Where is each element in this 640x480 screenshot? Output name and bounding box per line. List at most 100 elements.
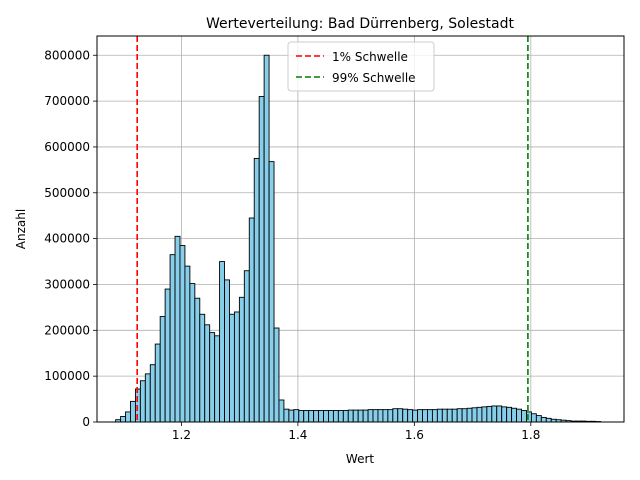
histogram-bar bbox=[347, 409, 354, 423]
histogram-bar bbox=[204, 324, 211, 423]
histogram-bar bbox=[194, 297, 201, 423]
histogram-bar bbox=[466, 407, 473, 423]
histogram-bar bbox=[535, 415, 542, 423]
histogram-bar bbox=[501, 406, 508, 423]
histogram-bar bbox=[476, 406, 483, 423]
chart-title: Werteverteilung: Bad Dürrenberg, Solesta… bbox=[206, 16, 514, 32]
histogram-bar bbox=[313, 410, 320, 423]
histogram-bar bbox=[402, 408, 409, 423]
histogram-bar bbox=[229, 313, 235, 423]
y-tick-label: 0 bbox=[82, 415, 90, 429]
histogram-bar bbox=[214, 335, 221, 423]
histogram-bar bbox=[159, 316, 166, 423]
histogram-bar bbox=[233, 311, 240, 423]
histogram-bar bbox=[530, 413, 537, 423]
histogram-bar bbox=[471, 407, 478, 423]
x-tick-label: 1.4 bbox=[288, 428, 307, 442]
histogram-bar bbox=[323, 410, 329, 423]
histogram-bar bbox=[328, 410, 334, 423]
histogram-bar bbox=[169, 254, 176, 423]
histogram-bar bbox=[243, 270, 250, 423]
histogram-bar bbox=[130, 400, 136, 423]
x-tick-label: 1.2 bbox=[172, 428, 191, 442]
histogram-bar bbox=[451, 408, 458, 423]
histogram-bar bbox=[268, 161, 275, 423]
x-tick-label: 1.6 bbox=[405, 428, 424, 442]
x-tick-label: 1.8 bbox=[521, 428, 540, 442]
histogram-bar bbox=[431, 409, 438, 423]
histogram-bar bbox=[417, 409, 423, 423]
histogram-bar bbox=[362, 409, 369, 423]
histogram-bar bbox=[506, 406, 513, 423]
histogram-bar bbox=[248, 217, 255, 423]
histogram-bar bbox=[545, 417, 552, 423]
y-axis-label: Anzahl bbox=[14, 209, 28, 249]
histogram-bar bbox=[174, 235, 181, 423]
histogram-bar bbox=[387, 409, 394, 423]
histogram-bar bbox=[184, 265, 191, 423]
histogram-bar bbox=[436, 408, 443, 423]
histogram-bar bbox=[372, 409, 379, 423]
histogram-bar bbox=[382, 409, 389, 423]
legend: 1% Schwelle 99% Schwelle bbox=[287, 41, 435, 92]
histogram-bar bbox=[154, 343, 161, 423]
histogram-bar bbox=[357, 409, 364, 423]
legend-label-1pct: 1% Schwelle bbox=[332, 50, 408, 64]
histogram-bar bbox=[253, 157, 260, 423]
histogram-bar bbox=[219, 261, 225, 423]
histogram-bar bbox=[496, 405, 503, 423]
histogram-bar bbox=[224, 279, 230, 423]
histogram-bar bbox=[120, 416, 126, 423]
histogram-bar bbox=[352, 409, 359, 423]
histogram-bar bbox=[397, 408, 404, 423]
histogram-bar bbox=[441, 408, 448, 423]
histogram-bar bbox=[511, 407, 518, 423]
y-axis-ticks: 0 100000 200000 300000 400000 500000 600000 700… bbox=[44, 48, 97, 429]
histogram-bar bbox=[149, 364, 156, 423]
histogram-bar bbox=[456, 408, 463, 423]
histogram-bar bbox=[179, 245, 186, 423]
histogram-bar bbox=[209, 332, 216, 423]
histogram-bar bbox=[273, 327, 280, 423]
histogram-bar bbox=[367, 409, 374, 423]
y-tick-label: 800000 bbox=[44, 48, 90, 62]
histogram-bar bbox=[540, 416, 547, 423]
histogram-bar bbox=[521, 410, 527, 423]
histogram-bar bbox=[125, 411, 131, 423]
histogram-bar bbox=[293, 409, 300, 423]
histogram-bar bbox=[139, 380, 146, 423]
histogram-bar bbox=[491, 405, 498, 423]
y-tick-label: 100000 bbox=[44, 369, 90, 383]
histogram-bar bbox=[422, 409, 428, 423]
x-axis-ticks: 1.2 1.4 1.6 1.8 bbox=[172, 422, 540, 442]
legend-box bbox=[287, 41, 435, 92]
histogram-bar bbox=[258, 96, 265, 423]
histogram-bar bbox=[377, 409, 384, 423]
histogram-bar bbox=[144, 373, 151, 423]
y-tick-label: 700000 bbox=[44, 94, 90, 108]
y-tick-label: 300000 bbox=[44, 277, 90, 291]
legend-label-99pct: 99% Schwelle bbox=[332, 71, 416, 85]
y-tick-label: 500000 bbox=[44, 186, 90, 200]
histogram-bar bbox=[199, 313, 206, 423]
histogram-bar bbox=[412, 409, 419, 423]
histogram-bar bbox=[308, 410, 315, 423]
histogram-bar bbox=[516, 408, 522, 423]
histogram-bar bbox=[486, 405, 493, 423]
histogram-bar bbox=[461, 408, 468, 423]
histogram-bar bbox=[164, 288, 171, 423]
histogram-bar bbox=[189, 283, 196, 423]
histogram-bar bbox=[278, 399, 285, 423]
histogram-bar bbox=[303, 410, 310, 423]
histogram-bar bbox=[427, 409, 433, 423]
histogram-bar bbox=[288, 409, 295, 423]
histogram-bar bbox=[446, 408, 453, 423]
plot-frame bbox=[96, 35, 625, 423]
y-tick-label: 200000 bbox=[44, 323, 90, 337]
histogram-bar bbox=[283, 408, 290, 423]
threshold-lines bbox=[136, 36, 529, 422]
histogram-bar bbox=[263, 54, 270, 423]
histogram-bar bbox=[481, 406, 488, 423]
histogram-bar bbox=[238, 296, 245, 423]
